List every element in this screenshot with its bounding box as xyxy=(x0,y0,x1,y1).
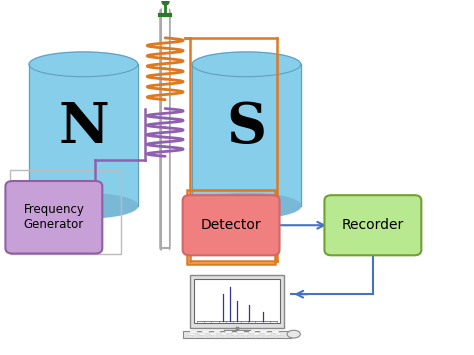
Bar xyxy=(260,331,267,333)
Bar xyxy=(242,333,249,335)
Bar xyxy=(186,335,193,337)
Bar xyxy=(190,275,284,328)
Bar xyxy=(257,335,264,337)
Bar xyxy=(188,333,195,335)
FancyBboxPatch shape xyxy=(324,195,421,255)
FancyBboxPatch shape xyxy=(5,181,102,253)
Bar xyxy=(227,335,234,337)
Bar xyxy=(197,335,203,337)
Bar xyxy=(267,335,274,337)
Ellipse shape xyxy=(29,52,138,77)
Bar xyxy=(190,331,197,333)
Bar xyxy=(29,64,138,206)
Bar xyxy=(221,333,228,335)
Bar xyxy=(277,335,284,337)
Ellipse shape xyxy=(192,52,301,77)
Bar xyxy=(225,331,232,333)
Ellipse shape xyxy=(287,330,301,338)
Bar xyxy=(264,333,271,335)
Bar xyxy=(207,335,213,337)
Bar xyxy=(202,331,209,333)
Bar xyxy=(217,335,223,337)
Bar xyxy=(253,333,260,335)
FancyBboxPatch shape xyxy=(182,195,280,255)
Bar xyxy=(214,331,220,333)
Text: N: N xyxy=(58,100,109,155)
Bar xyxy=(237,335,244,337)
Bar xyxy=(192,64,301,206)
Bar xyxy=(194,279,280,323)
Bar xyxy=(10,170,121,253)
Ellipse shape xyxy=(29,193,138,218)
Text: Frequency
Generator: Frequency Generator xyxy=(23,203,84,231)
Bar xyxy=(187,190,275,264)
Ellipse shape xyxy=(192,193,301,218)
Bar xyxy=(249,331,255,333)
Bar xyxy=(182,331,292,338)
Bar xyxy=(232,333,238,335)
Bar xyxy=(210,333,217,335)
Text: Recorder: Recorder xyxy=(342,218,404,232)
Bar xyxy=(199,333,206,335)
Bar xyxy=(272,331,279,333)
Text: S: S xyxy=(227,100,266,155)
Text: Detector: Detector xyxy=(201,218,261,232)
Bar xyxy=(237,331,244,333)
Bar xyxy=(275,333,282,335)
Bar xyxy=(247,335,254,337)
